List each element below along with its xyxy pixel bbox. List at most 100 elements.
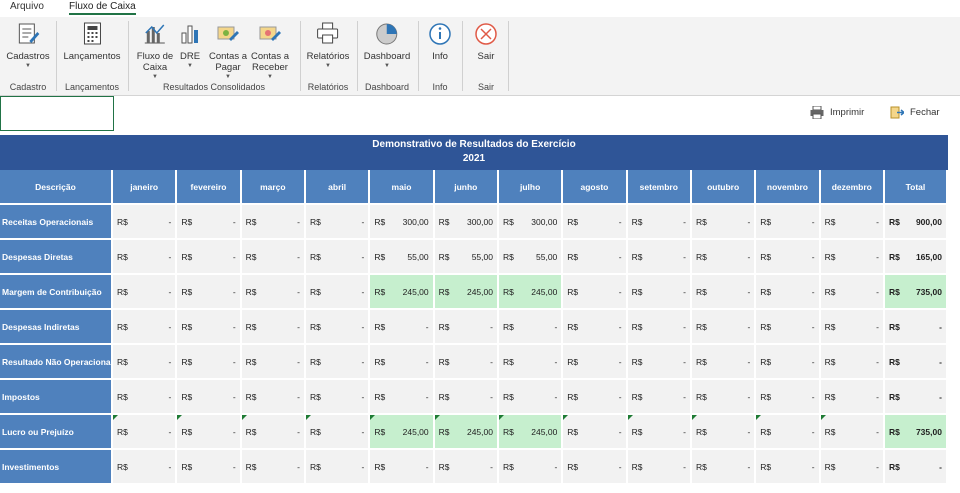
value-cell: R$ - — [370, 345, 435, 380]
value-cell: R$ - — [434, 450, 499, 485]
currency: R$ — [374, 356, 386, 367]
year: 2021 — [462, 153, 486, 164]
currency: R$ — [309, 251, 321, 262]
currency: R$ — [631, 391, 643, 402]
name-box[interactable] — [0, 96, 114, 131]
ribbon-button[interactable]: Dashboard ▼ — [364, 21, 410, 70]
value: - — [811, 286, 815, 297]
column-header: junho — [434, 170, 499, 205]
ribbon-button[interactable]: Relatórios ▼ — [307, 21, 349, 70]
value: - — [811, 216, 815, 227]
value-cell: R$ - — [627, 345, 692, 380]
button-label: Caixa — [142, 62, 168, 73]
value: - — [811, 426, 815, 437]
ribbon-button[interactable]: Sair — [473, 21, 499, 62]
value-cell: R$ - — [563, 380, 628, 415]
dropdown-arrow: ▼ — [325, 63, 331, 69]
value: 245,00 — [466, 426, 493, 437]
value: - — [168, 426, 172, 437]
group-separator — [508, 21, 509, 91]
ribbon-button[interactable]: Fluxo de Caixa ▼ — [137, 21, 173, 81]
error-indicator — [113, 415, 118, 420]
value: - — [168, 216, 172, 227]
value: - — [618, 356, 622, 367]
value: - — [618, 251, 622, 262]
value: - — [361, 216, 365, 227]
currency: R$ — [760, 461, 772, 472]
ribbon-button[interactable]: DRE ▼ — [177, 21, 203, 70]
group-separator — [300, 21, 301, 91]
currency: R$ — [824, 321, 836, 332]
value: 900,00 — [915, 216, 942, 227]
value-cell: R$ 245,00 — [370, 415, 435, 450]
tab[interactable]: Arquivo — [10, 1, 44, 12]
ribbon-button[interactable]: Contas a Pagar ▼ — [209, 21, 247, 81]
value-cell: R$ 300,00 — [370, 205, 435, 240]
currency: R$ — [309, 356, 321, 367]
ribbon-button[interactable]: Cadastros ▼ — [6, 21, 50, 70]
value: - — [232, 216, 236, 227]
value: - — [876, 286, 879, 297]
value-cell: R$ - — [820, 415, 885, 450]
value: 735,00 — [915, 286, 942, 297]
value: - — [297, 286, 300, 297]
ribbon-button[interactable]: Info — [427, 21, 453, 62]
value: - — [683, 356, 686, 367]
value: - — [297, 391, 300, 402]
column-header: dezembro — [820, 170, 885, 205]
currency: R$ — [695, 216, 707, 227]
value-cell: R$ - — [305, 240, 371, 275]
value-cell: R$ - — [241, 275, 306, 310]
currency: R$ — [760, 286, 772, 297]
button-label: Sair — [477, 51, 495, 62]
currency: R$ — [695, 426, 707, 437]
value-cell: R$ - — [627, 415, 692, 450]
ribbon-button[interactable]: Contas a Receber ▼ — [251, 21, 289, 81]
group-label: Dashboard — [364, 82, 410, 92]
value-cell: R$ - — [563, 205, 628, 240]
tab-active[interactable]: Fluxo de Caixa — [69, 1, 136, 15]
value-cell: R$ - — [177, 240, 242, 275]
value: - — [425, 321, 429, 332]
value: - — [490, 321, 493, 332]
close-button[interactable]: Fechar — [890, 106, 940, 119]
value-cell: R$ - — [820, 380, 885, 415]
ribbon-button[interactable]: Lançamentos — [63, 21, 121, 62]
value-cell: R$ - — [691, 275, 757, 310]
value-cell: R$ - — [434, 380, 499, 415]
button-label: Fluxo de — [136, 51, 174, 62]
currency: R$ — [824, 286, 836, 297]
value-cell: R$ - — [820, 240, 885, 275]
value: - — [683, 251, 686, 262]
value: - — [490, 461, 493, 472]
value: - — [811, 391, 815, 402]
value-cell: R$ - — [241, 450, 306, 485]
value: 300,00 — [531, 216, 558, 227]
dropdown-arrow: ▼ — [384, 63, 390, 69]
print-button[interactable]: Imprimir — [810, 106, 864, 119]
value: - — [747, 286, 751, 297]
value: - — [232, 426, 236, 437]
button-icon — [181, 25, 198, 44]
button-icon — [145, 24, 165, 44]
value: - — [876, 391, 879, 402]
print-icon — [810, 106, 824, 119]
close-label: Fechar — [910, 107, 940, 118]
error-indicator — [370, 415, 376, 420]
currency: R$ — [245, 461, 257, 472]
value: - — [747, 426, 751, 437]
value-cell: R$ - — [241, 310, 306, 345]
value-cell: R$ - — [241, 345, 306, 380]
value-cell: R$ - — [177, 380, 242, 415]
currency: R$ — [117, 321, 128, 332]
row-label: Despesas Diretas — [0, 240, 113, 275]
value: - — [939, 391, 942, 402]
currency: R$ — [374, 426, 386, 437]
currency: R$ — [502, 251, 514, 262]
value: 165,00 — [915, 251, 942, 262]
currency: R$ — [374, 461, 386, 472]
value-cell: R$ - — [820, 450, 885, 485]
currency: R$ — [245, 216, 257, 227]
value: - — [876, 216, 879, 227]
value: - — [683, 426, 686, 437]
